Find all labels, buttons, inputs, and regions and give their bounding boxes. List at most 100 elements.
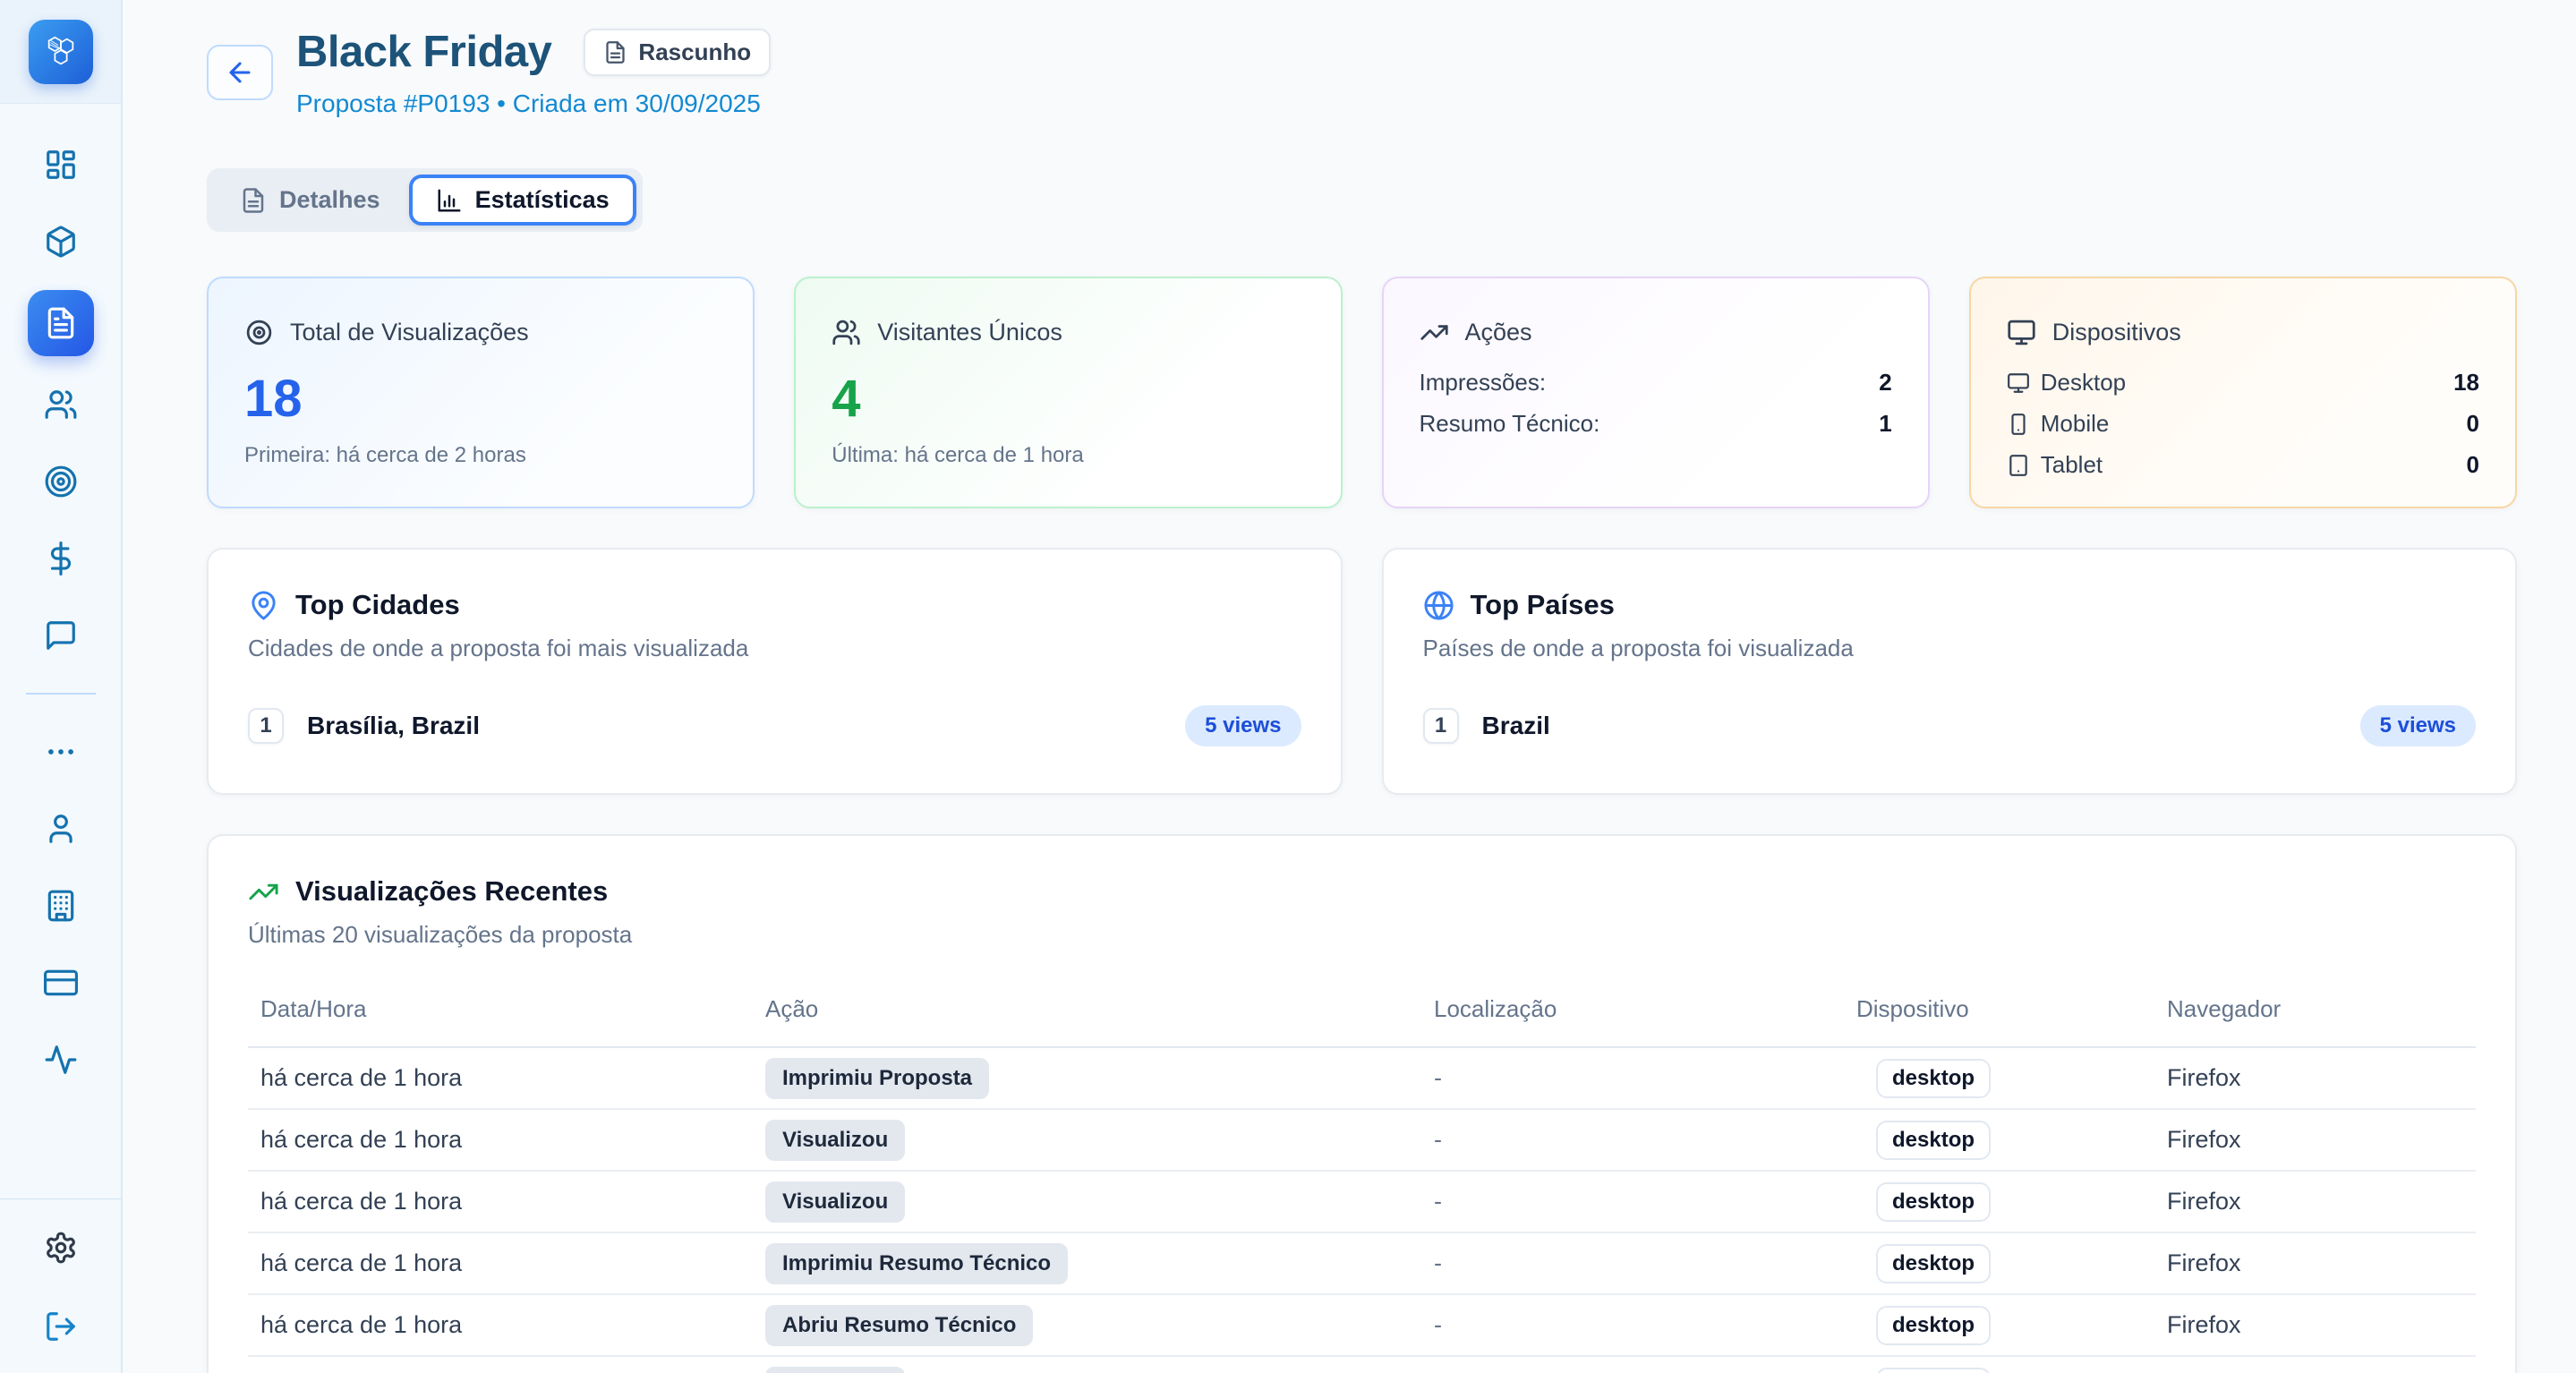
tab-statistics[interactable]: Estatísticas	[408, 175, 636, 226]
hexagons-logo-icon	[47, 36, 73, 64]
users-icon	[832, 320, 860, 345]
row-time: há cerca de 1 hora	[260, 1126, 463, 1153]
row-time: há cerca de 1 hora	[260, 1311, 463, 1338]
sidebar-item-dashboard[interactable]	[39, 143, 82, 186]
sidebar-footer	[0, 1198, 121, 1373]
credit-card-icon	[43, 969, 78, 996]
list-item-country: 1 Brazil 5 views	[1422, 705, 2476, 746]
rank-badge: 1	[1422, 708, 1459, 744]
table-row: há cerca de 1 hora Visualizou - desktop …	[248, 1357, 2476, 1373]
document-icon	[47, 307, 73, 339]
action-badge: Visualizou	[765, 1181, 906, 1223]
target-icon	[45, 465, 76, 498]
sidebar-item-activity[interactable]	[39, 1038, 82, 1081]
stat-actions-label: Ações	[1464, 319, 1532, 345]
eye-target-icon	[246, 320, 272, 345]
sidebar-item-clients[interactable]	[39, 383, 82, 426]
page-header: Black Friday Rascunho Proposta #P0193 • …	[207, 27, 2517, 118]
actions-impressions-label: Impressões:	[1419, 369, 1547, 396]
stat-card-unique-visitors: Visitantes Únicos 4 Última: há cerca de …	[794, 277, 1343, 508]
monitor-icon	[2008, 320, 2035, 345]
country-views-badge: 5 views	[2359, 705, 2476, 746]
sidebar-item-profile[interactable]	[39, 807, 82, 850]
action-badge: Visualizou	[765, 1119, 906, 1161]
sidebar	[0, 0, 123, 1373]
sidebar-header	[0, 0, 121, 104]
stat-total-views-note: Primeira: há cerca de 2 horas	[244, 443, 526, 467]
row-browser: Firefox	[2167, 1311, 2241, 1338]
arrow-left-icon	[229, 62, 251, 83]
actions-row-summary: Resumo Técnico: 1	[1420, 410, 1892, 438]
trending-up-icon	[249, 883, 278, 900]
device-badge: desktop	[1876, 1058, 1992, 1098]
stat-devices-label: Dispositivos	[2051, 319, 2181, 345]
top-countries-subtitle: Países de onde a proposta foi visualizad…	[1422, 635, 1854, 661]
rank-badge: 1	[248, 708, 284, 744]
tab-bar: Detalhes Estatísticas	[207, 168, 643, 232]
stat-card-actions: Ações Impressões: 2 Resumo Técnico: 1	[1381, 277, 1930, 508]
row-browser: Firefox	[2167, 1064, 2241, 1091]
column-header-datetime: Data/Hora	[260, 995, 367, 1022]
sidebar-divider	[25, 693, 96, 695]
row-time: há cerca de 1 hora	[260, 1249, 463, 1276]
actions-summary-label: Resumo Técnico:	[1419, 410, 1600, 437]
device-badge: desktop	[1876, 1305, 1992, 1345]
top-countries-title: Top Países	[1470, 589, 1615, 620]
list-item-city: 1 Brasília, Brazil 5 views	[248, 705, 1301, 746]
status-badge-label: Rascunho	[638, 38, 752, 65]
row-browser: Firefox	[2167, 1188, 2241, 1215]
sidebar-item-goals[interactable]	[39, 460, 82, 503]
stat-total-views-label: Total de Visualizações	[290, 319, 529, 345]
device-badge: desktop	[1876, 1120, 1992, 1160]
dashboard-icon	[46, 150, 75, 179]
actions-summary-value: 1	[1879, 410, 1892, 437]
devices-tablet-value: 0	[2466, 451, 2479, 478]
recent-views-table: Data/Hora Ação Localização Dispositivo N…	[248, 995, 2476, 1373]
sidebar-item-billing[interactable]	[39, 961, 82, 1004]
sidebar-nav	[0, 143, 121, 1081]
user-icon	[48, 814, 73, 843]
row-location: -	[1434, 1064, 1442, 1091]
stat-card-devices: Dispositivos Desktop 18	[1968, 277, 2517, 508]
more-horizontal-icon	[47, 749, 73, 755]
smartphone-icon	[2011, 413, 2026, 435]
app-logo[interactable]	[28, 19, 93, 84]
action-badge: Visualizou	[765, 1366, 906, 1373]
stat-unique-visitors-value: 4	[832, 370, 861, 428]
logout-button[interactable]	[39, 1305, 82, 1348]
package-icon	[46, 226, 75, 258]
sidebar-item-company[interactable]	[39, 884, 82, 927]
action-badge: Imprimiu Resumo Técnico	[765, 1242, 1069, 1284]
devices-row-mobile: Mobile 0	[2007, 410, 2479, 438]
status-badge: Rascunho	[584, 28, 772, 76]
sidebar-item-more[interactable]	[39, 730, 82, 773]
top-cities-title: Top Cidades	[295, 589, 460, 620]
devices-mobile-value: 0	[2466, 410, 2479, 437]
column-header-browser: Navegador	[2167, 995, 2282, 1022]
stat-card-total-views: Total de Visualizações 18 Primeira: há c…	[207, 277, 755, 508]
recent-views-card: Visualizações Recentes Últimas 20 visual…	[207, 834, 2517, 1373]
actions-row-impressions: Impressões: 2	[1420, 369, 1892, 397]
dollar-icon	[50, 542, 71, 576]
city-views-badge: 5 views	[1185, 705, 1301, 746]
row-browser: Firefox	[2167, 1126, 2241, 1153]
column-header-location: Localização	[1434, 995, 1557, 1022]
city-name: Brasília, Brazil	[307, 712, 480, 739]
back-button[interactable]	[207, 45, 273, 100]
device-badge: desktop	[1876, 1181, 1992, 1222]
trending-up-icon	[1420, 325, 1448, 340]
sidebar-item-products[interactable]	[39, 220, 82, 263]
devices-desktop-label: Desktop	[2040, 369, 2127, 396]
settings-button[interactable]	[39, 1226, 82, 1269]
building-icon	[47, 890, 73, 922]
table-header: Data/Hora Ação Localização Dispositivo N…	[248, 995, 2476, 1048]
row-location: -	[1434, 1188, 1442, 1215]
sidebar-item-proposals[interactable]	[27, 290, 94, 356]
table-row: há cerca de 1 hora Imprimiu Proposta - d…	[248, 1048, 2476, 1110]
sidebar-item-messages[interactable]	[39, 614, 82, 657]
sidebar-item-finance[interactable]	[39, 537, 82, 580]
tab-details[interactable]: Detalhes	[213, 175, 407, 226]
column-header-device: Dispositivo	[1856, 995, 1969, 1022]
geo-row: Top Cidades Cidades de onde a proposta f…	[207, 548, 2517, 795]
activity-icon	[45, 1045, 76, 1074]
